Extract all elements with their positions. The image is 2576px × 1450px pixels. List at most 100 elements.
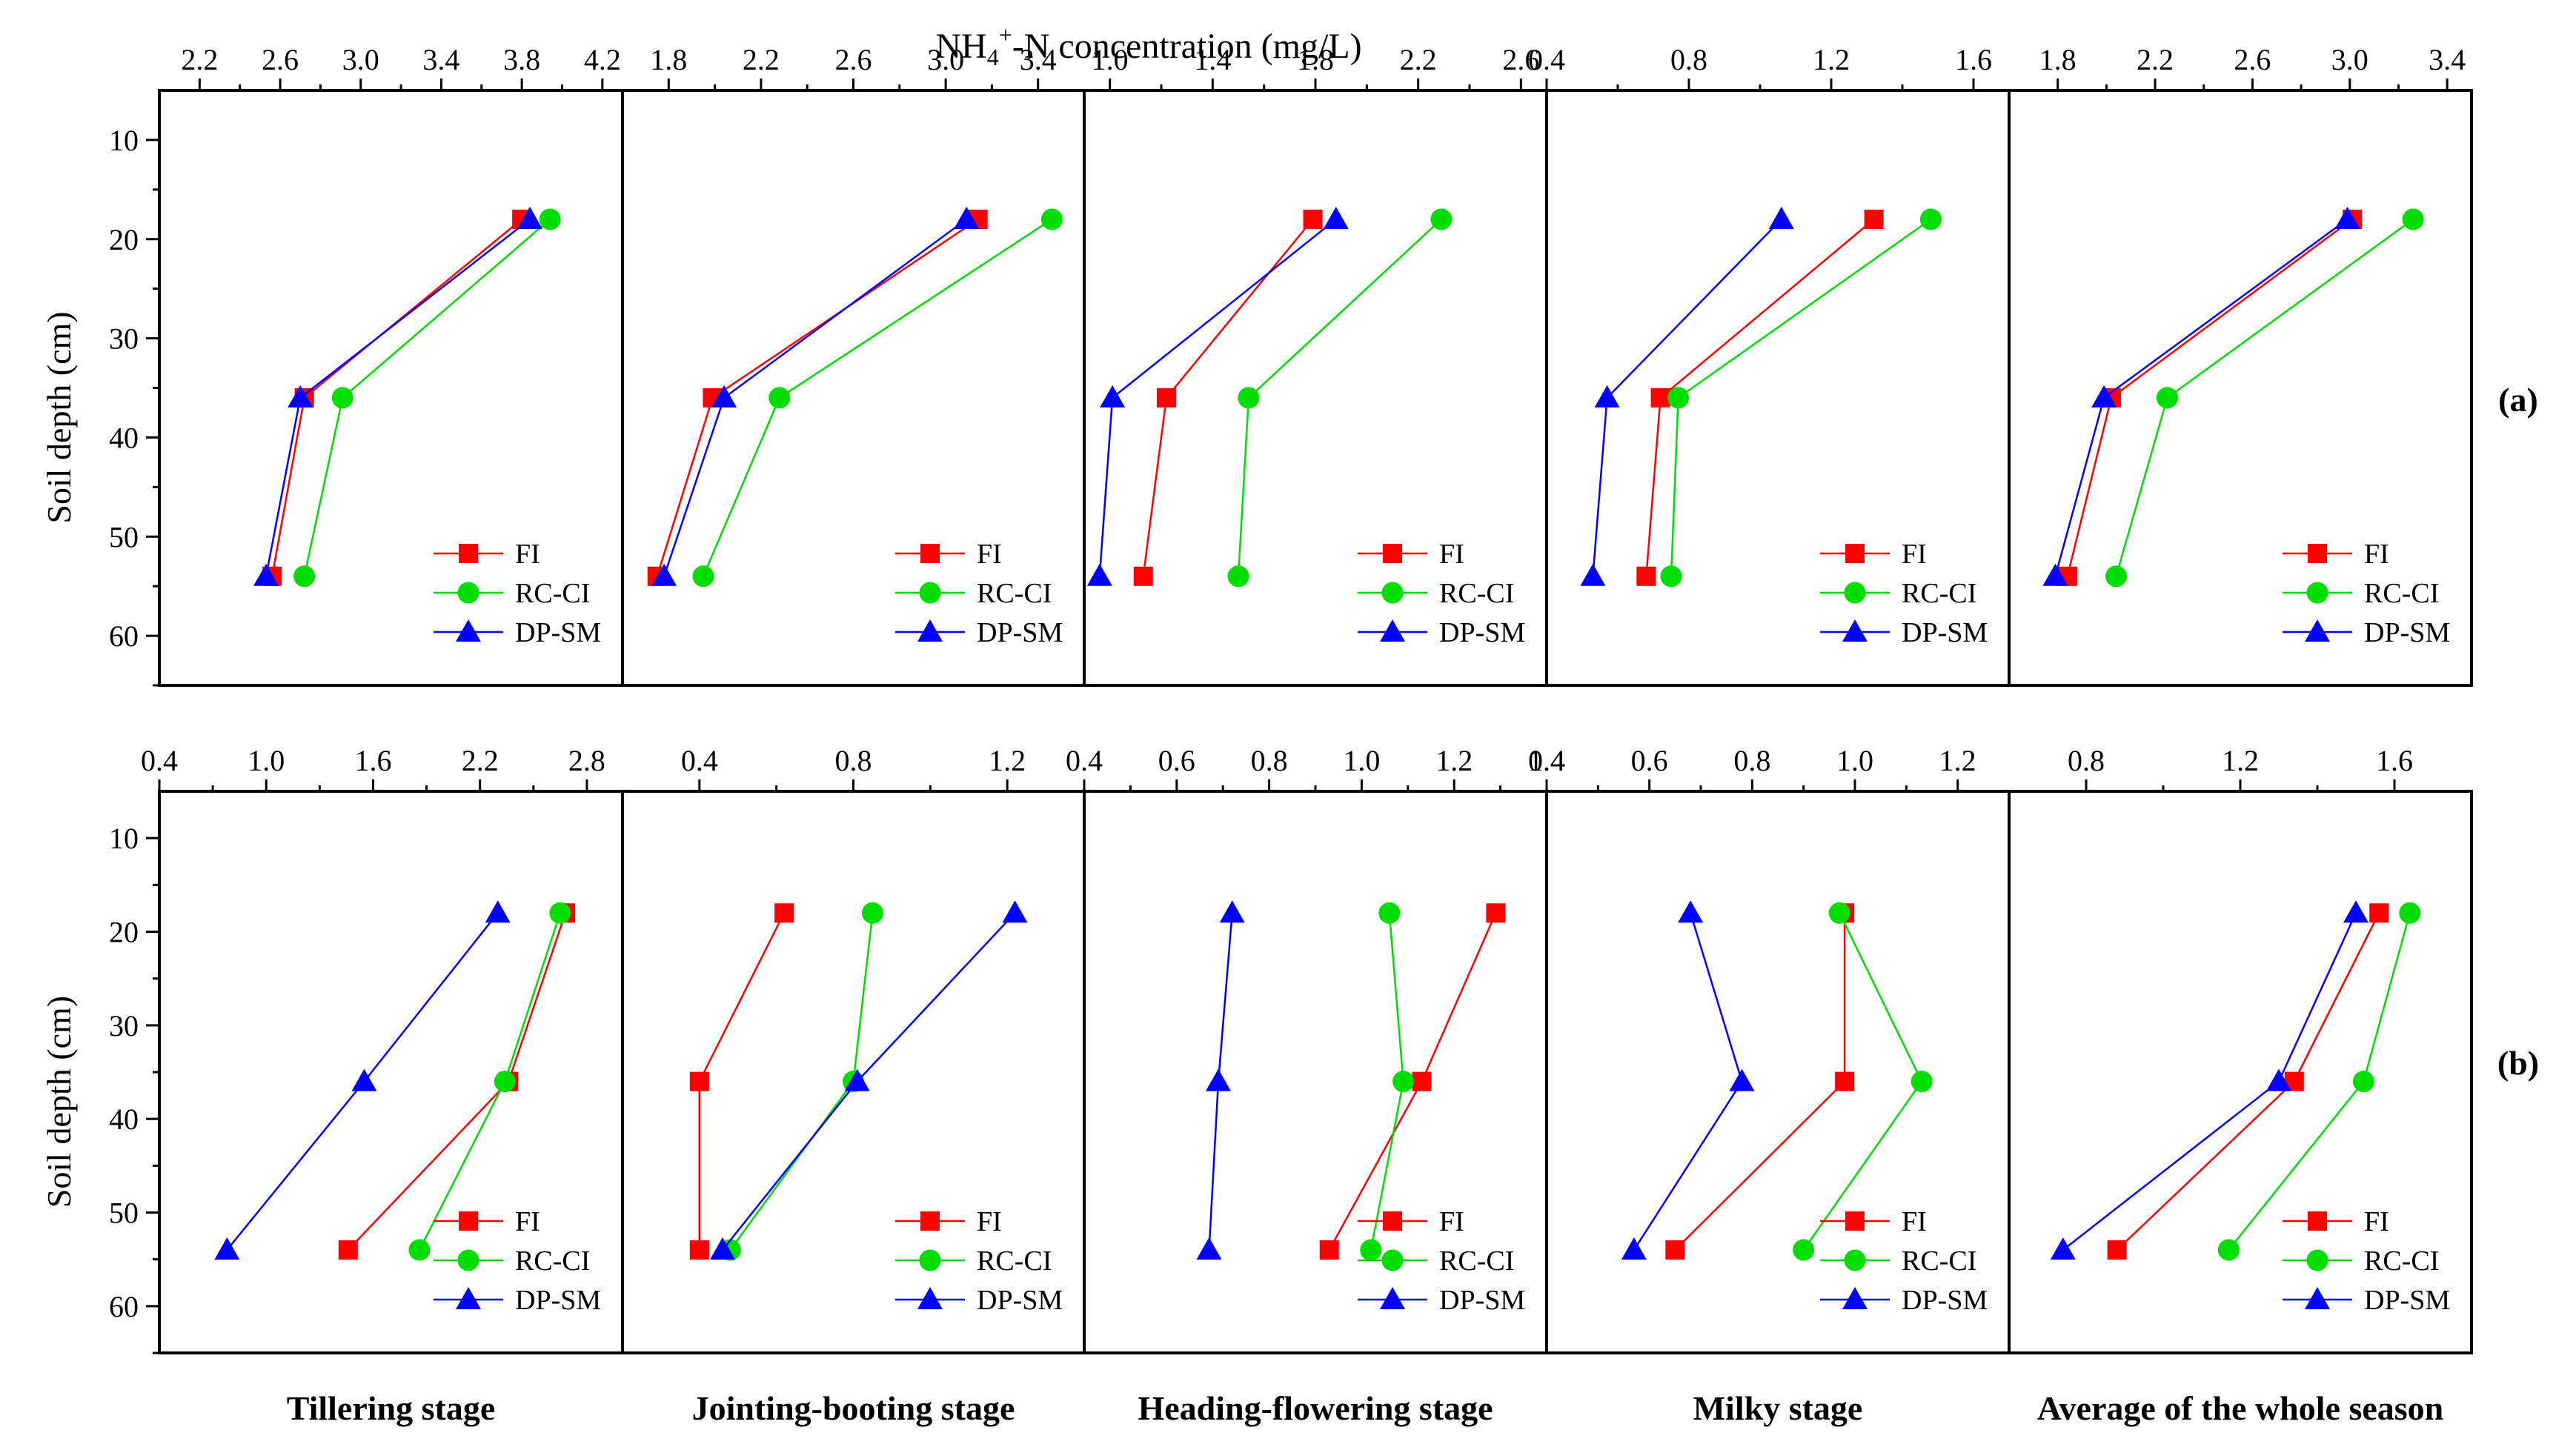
legend-item-rc-ci: RC-CI	[434, 578, 590, 609]
series-line-dp-sm	[2062, 912, 2357, 1251]
legend-marker-fi	[459, 544, 478, 563]
panel-b-heading-flowering-stage: 0.4 0.6 0.8 1.0 1.2 1.4 FI RC-CI DP-SM	[1066, 744, 1565, 1354]
legend-marker-dp-sm	[456, 619, 481, 642]
legend-item-rc-ci: RC-CI	[1820, 1246, 1976, 1277]
legend-item-rc-ci: RC-CI	[1358, 578, 1514, 609]
x-tick-label: 3.4	[2429, 43, 2466, 76]
panel-a-milky-stage: 0.4 0.8 1.2 1.6 FI RC-CI DP-SM	[1528, 43, 2011, 687]
legend-marker-rc-ci	[1844, 582, 1866, 604]
x-tick-label: 1.8	[2039, 43, 2077, 76]
point-dp-sm	[1621, 1237, 1647, 1260]
legend-label: RC-CI	[977, 1246, 1052, 1277]
legend-item-rc-ci: RC-CI	[895, 578, 1052, 609]
y-tick-label: 50	[109, 520, 139, 553]
x-tick-label: 1.4	[1194, 43, 1231, 76]
panel-a-heading-flowering-stage: 1.0 1.4 1.8 2.2 2.6 FI RC-CI DP-SM	[1083, 43, 1548, 687]
legend-item-dp-sm: DP-SM	[895, 1285, 1063, 1316]
legend-item-fi: FI	[1820, 539, 1927, 570]
legend-marker-dp-sm	[2305, 619, 2330, 642]
point-dp-sm	[1768, 206, 1794, 229]
legend-marker-fi	[2308, 1211, 2327, 1231]
point-rc-ci	[1227, 565, 1249, 588]
series-line-fi	[1674, 913, 1846, 1251]
point-rc-ci	[769, 387, 791, 409]
point-dp-sm	[844, 1068, 870, 1091]
legend-item-fi: FI	[1820, 1206, 1927, 1237]
legend-label: RC-CI	[1439, 1246, 1514, 1277]
point-rc-ci	[1040, 208, 1063, 230]
legend-label: DP-SM	[1439, 1285, 1525, 1316]
point-fi	[774, 903, 794, 923]
legend-marker-rc-ci	[1381, 1249, 1404, 1271]
point-fi	[338, 1240, 358, 1260]
legend-label: DP-SM	[977, 617, 1063, 648]
legend-item-rc-ci: RC-CI	[2283, 578, 2439, 609]
point-fi	[1486, 903, 1506, 923]
x-tick-label: 1.0	[248, 744, 285, 777]
x-tick-label: 0.8	[1733, 744, 1770, 777]
point-dp-sm	[1205, 1068, 1231, 1091]
legend-marker-dp-sm	[456, 1287, 481, 1309]
column-label: Jointing-booting stage	[692, 1389, 1015, 1427]
x-tick-label: 0.6	[1158, 744, 1195, 777]
point-rc-ci	[331, 387, 353, 409]
legend-label: DP-SM	[1902, 617, 1988, 648]
point-dp-sm	[2343, 900, 2368, 923]
legend-item-dp-sm: DP-SM	[2283, 1285, 2450, 1316]
point-fi	[1412, 1071, 1432, 1091]
point-dp-sm	[1219, 900, 1245, 923]
point-dp-sm	[1100, 385, 1126, 408]
title-text-rest: -N concentration (mg/L)	[1012, 27, 1362, 66]
point-rc-ci	[1919, 208, 1942, 230]
top-axis-title: NH4+-N concentration (mg/L)	[935, 21, 1361, 70]
legend-label: FI	[1439, 1206, 1464, 1237]
point-rc-ci	[1238, 387, 1260, 409]
point-fi	[1636, 566, 1656, 586]
column-label: Tillering stage	[287, 1389, 496, 1427]
point-fi	[1864, 209, 1884, 229]
x-tick-label: 1.0	[1092, 43, 1129, 76]
point-rc-ci	[1378, 902, 1401, 924]
x-tick-label: 1.8	[1297, 43, 1334, 76]
legend-marker-rc-ci	[1844, 1249, 1866, 1271]
point-fi	[1650, 388, 1670, 408]
legend-marker-rc-ci	[2306, 582, 2328, 604]
x-tick-label: 1.4	[1528, 744, 1565, 777]
row-labels: (a) (b)	[2497, 381, 2539, 1082]
legend-label: RC-CI	[515, 578, 590, 609]
legend-marker-rc-ci	[1381, 582, 1404, 604]
legend-marker-dp-sm	[1842, 619, 1868, 642]
point-dp-sm	[1196, 1237, 1222, 1260]
x-tick-label: 0.4	[1066, 744, 1103, 777]
legend-item-rc-ci: RC-CI	[895, 1246, 1052, 1277]
legend-label: DP-SM	[1902, 1285, 1988, 1316]
legend-item-dp-sm: DP-SM	[434, 617, 601, 648]
legend-item-fi: FI	[2283, 539, 2389, 570]
x-tick-label: 2.6	[2234, 43, 2271, 76]
point-fi	[1835, 1071, 1855, 1091]
point-dp-sm	[2050, 1237, 2076, 1260]
legend-item-fi: FI	[2283, 1206, 2389, 1237]
legend-item-dp-sm: DP-SM	[1358, 617, 1525, 648]
series-line-rc-ci	[1670, 218, 1932, 576]
legend-marker-rc-ci	[919, 582, 941, 604]
x-tick-label: 0.8	[835, 744, 872, 777]
legend-item-dp-sm: DP-SM	[1358, 1285, 1525, 1316]
point-rc-ci	[2399, 902, 2421, 924]
legend-marker-dp-sm	[1842, 1287, 1868, 1309]
point-rc-ci	[2352, 1071, 2374, 1093]
point-rc-ci	[539, 208, 561, 230]
panel-frame	[2008, 89, 2473, 687]
x-tick-label: 1.2	[2222, 744, 2259, 777]
legend-label: RC-CI	[1902, 1246, 1976, 1277]
legend-label: FI	[1902, 539, 1927, 570]
legend-label: RC-CI	[1902, 578, 1976, 609]
point-dp-sm	[1580, 563, 1606, 586]
legend-marker-rc-ci	[457, 1249, 479, 1271]
legend-item-rc-ci: RC-CI	[434, 1246, 590, 1277]
legend-item-rc-ci: RC-CI	[1820, 578, 1976, 609]
panel-a-tillering-stage: 2.2 2.6 3.0 3.4 3.8 4.2 10 20 30 40 50 60 FI RC-CI DP-…	[109, 43, 624, 687]
legend-label: RC-CI	[977, 578, 1052, 609]
point-rc-ci	[2217, 1239, 2240, 1261]
y-tick-label: 40	[109, 1103, 139, 1136]
